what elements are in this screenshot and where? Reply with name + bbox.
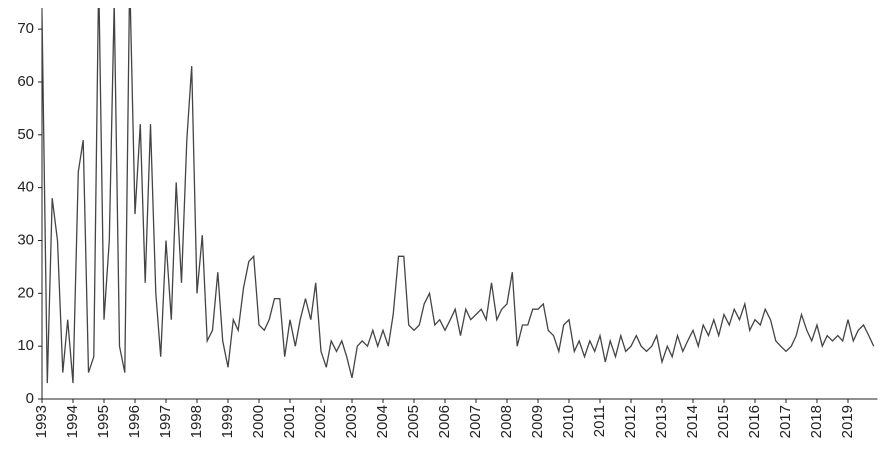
x-tick-label: 2008 bbox=[498, 405, 515, 438]
y-tick-label: 20 bbox=[17, 284, 34, 301]
x-tick-label: 1995 bbox=[95, 405, 112, 438]
x-tick-label: 2017 bbox=[777, 405, 794, 438]
x-tick-label: 1997 bbox=[157, 405, 174, 438]
y-tick-label: 0 bbox=[26, 390, 34, 407]
x-tick-label: 2016 bbox=[746, 405, 763, 438]
x-tick-label: 2014 bbox=[684, 405, 701, 438]
x-tick-label: 1998 bbox=[188, 405, 205, 438]
x-tick-label: 2002 bbox=[312, 405, 329, 438]
x-tick-label: 2012 bbox=[622, 405, 639, 438]
x-tick-label: 2006 bbox=[436, 405, 453, 438]
x-tick-label: 2011 bbox=[591, 405, 608, 437]
y-tick-label: 40 bbox=[17, 179, 34, 196]
x-tick-label: 1994 bbox=[64, 405, 81, 438]
x-tick-label: 2005 bbox=[405, 405, 422, 438]
x-tick-label: 2001 bbox=[281, 405, 298, 438]
x-tick-label: 1996 bbox=[126, 405, 143, 438]
data-line bbox=[42, 8, 875, 384]
y-tick-label: 50 bbox=[17, 126, 34, 143]
x-tick-label: 1999 bbox=[219, 405, 236, 438]
y-tick-label: 70 bbox=[17, 20, 34, 37]
x-tick-label: 2013 bbox=[653, 405, 670, 438]
y-tick-label: 30 bbox=[17, 231, 34, 248]
x-tick-label: 2000 bbox=[250, 405, 267, 438]
x-tick-label: 2010 bbox=[560, 405, 577, 438]
x-tick-label: 2009 bbox=[529, 405, 546, 438]
x-tick-label: 2015 bbox=[715, 405, 732, 438]
y-tick-label: 10 bbox=[17, 337, 34, 354]
x-tick-label: 2004 bbox=[374, 405, 391, 438]
x-tick-label: 2018 bbox=[808, 405, 825, 438]
x-tick-label: 1993 bbox=[33, 405, 50, 438]
x-tick-label: 2003 bbox=[343, 405, 360, 438]
y-tick-label: 60 bbox=[17, 73, 34, 90]
x-tick-label: 2019 bbox=[839, 405, 856, 438]
x-tick-label: 2007 bbox=[467, 405, 484, 438]
